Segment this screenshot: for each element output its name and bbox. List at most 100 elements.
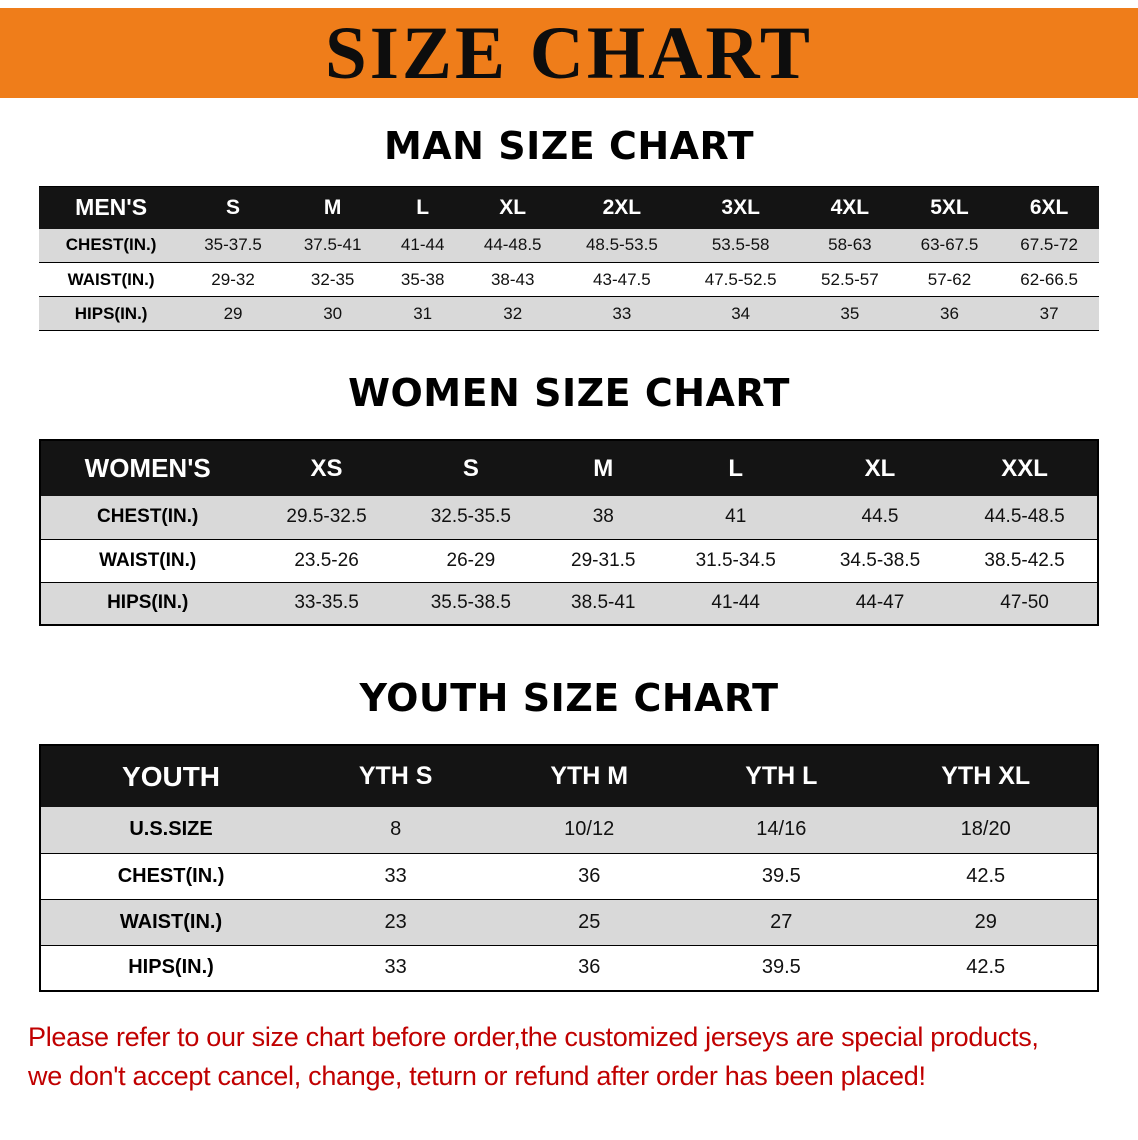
size-header-cell: S [398,440,543,496]
size-header-cell: XL [807,440,953,496]
youth-size-section: YOUTH SIZE CHART YOUTH YTH S YTH M YTH L YTH… [0,626,1138,992]
value-cell: 31 [413,303,433,323]
value-cell: 62-66.5 [1020,269,1078,289]
table-header-row: YOUTH YTH S YTH M YTH L YTH XL [40,745,1098,807]
value-cell: 41-44 [400,235,445,255]
table-header-row: WOMEN'S XS S M L XL XXL [40,440,1098,496]
value-cell: 41 [725,506,747,528]
value-cell: 38.5-41 [571,592,636,614]
disclaimer-line-2: we don't accept cancel, change, teturn o… [28,1061,926,1092]
value-cell: 8 [390,818,402,841]
youth-section-heading: YOUTH SIZE CHART [359,676,779,720]
value-cell: 36 [940,303,959,323]
row-label-cell: WAIST(IN.) [67,269,155,289]
value-cell: 38 [592,506,614,528]
value-cell: 38-43 [490,269,535,289]
size-header-cell: 3XL [681,186,801,229]
size-header-cell: S [183,186,283,229]
row-label-cell: U.S.SIZE [129,818,213,841]
value-cell: 30 [323,303,343,323]
size-header-cell: XS [254,440,399,496]
value-cell: 44.5 [861,506,899,528]
value-cell: 25 [578,910,601,933]
value-cell: 35 [840,303,860,323]
row-label-cell: WAIST(IN.) [99,549,197,571]
value-cell: 29 [223,303,243,323]
table-row: HIPS(IN.) 29 30 31 32 33 34 35 36 37 [39,296,1099,331]
value-cell: 14/16 [756,818,807,841]
size-header-cell: 4XL [800,186,900,229]
value-cell: 26-29 [446,549,496,571]
table-title-cell: YOUTH [40,745,302,807]
table-row: WAIST(IN.) 23.5-26 26-29 29-31.5 31.5-34.5 34… [40,539,1098,582]
value-cell: 35-37.5 [204,235,262,255]
value-cell: 32.5-35.5 [430,506,511,528]
youth-size-table: YOUTH YTH S YTH M YTH L YTH XL U.S.SIZE 8 10/12… [39,744,1099,992]
table-row: CHEST(IN.) 35-37.5 37.5-41 41-44 44-48.5 48.5… [39,228,1099,263]
size-chart-banner: SIZE CHART [0,8,1138,98]
value-cell: 33 [384,864,407,887]
value-cell: 44-47 [855,592,905,614]
value-cell: 35-38 [400,269,445,289]
size-header-cell: 2XL [562,186,682,229]
size-header-cell: 5XL [899,186,1000,229]
value-cell: 23.5-26 [294,549,359,571]
table-row: U.S.SIZE 8 10/12 14/16 18/20 [40,807,1098,853]
men-size-section: MAN SIZE CHART MEN'S S M L XL 2XL 3XL 4XL 5XL 6XL… [0,98,1138,331]
value-cell: 32-35 [310,269,355,289]
table-row: CHEST(IN.) 29.5-32.5 32.5-35.5 38 41 44.5 44.5… [40,496,1098,539]
page-title: SIZE CHART [325,11,813,95]
value-cell: 44.5-48.5 [984,506,1065,528]
size-header-cell: M [282,186,383,229]
table-header-row: MEN'S S M L XL 2XL 3XL 4XL 5XL 6XL [39,186,1099,229]
value-cell: 34 [731,303,751,323]
women-size-section: WOMEN SIZE CHART WOMEN'S XS S M L XL XXL CHEST(… [0,331,1138,626]
row-label-cell: HIPS(IN.) [128,956,214,979]
value-cell: 27 [770,910,793,933]
row-label-cell: HIPS(IN.) [74,303,148,323]
men-size-table: MEN'S S M L XL 2XL 3XL 4XL 5XL 6XL CHEST(IN.) 35-37… [39,186,1099,331]
value-cell: 44-48.5 [483,235,542,255]
value-cell: 33 [612,303,632,323]
row-label-cell: CHEST(IN.) [117,864,225,887]
table-row: HIPS(IN.) 33 36 39.5 42.5 [40,945,1098,991]
table-row: WAIST(IN.) 23 25 27 29 [40,899,1098,945]
value-cell: 38.5-42.5 [984,549,1065,571]
size-header-cell: YTH XL [874,745,1098,807]
size-header-cell: 6XL [999,186,1099,229]
value-cell: 39.5 [761,956,801,979]
value-cell: 31.5-34.5 [695,549,776,571]
row-label-cell: CHEST(IN.) [65,235,157,255]
size-header-cell: YTH L [688,745,875,807]
value-cell: 33-35.5 [294,592,359,614]
value-cell: 43-47.5 [593,269,651,289]
row-label-cell: WAIST(IN.) [119,910,223,933]
size-header-cell: YTH S [301,745,491,807]
table-row: HIPS(IN.) 33-35.5 35.5-38.5 38.5-41 41-44 44-… [40,582,1098,625]
value-cell: 57-62 [927,269,972,289]
value-cell: 63-67.5 [920,235,979,255]
row-label-cell: CHEST(IN.) [97,506,199,528]
value-cell: 35.5-38.5 [430,592,511,614]
size-header-cell: L [382,186,463,229]
value-cell: 36 [578,864,601,887]
value-cell: 67.5-72 [1020,235,1078,255]
value-cell: 36 [578,956,601,979]
value-cell: 39.5 [761,864,801,887]
women-size-table: WOMEN'S XS S M L XL XXL CHEST(IN.) 29.5-32.5 32.5… [39,439,1099,626]
value-cell: 52.5-57 [821,269,879,289]
value-cell: 29-32 [211,269,255,289]
value-cell: 48.5-53.5 [585,235,658,255]
value-cell: 47.5-52.5 [704,269,777,289]
value-cell: 29-31.5 [571,549,636,571]
value-cell: 37 [1039,303,1059,323]
women-section-heading: WOMEN SIZE CHART [348,371,790,415]
value-cell: 47-50 [1000,592,1049,614]
disclaimer: Please refer to our size chart before or… [0,992,1138,1096]
value-cell: 34.5-38.5 [839,549,921,571]
value-cell: 41-44 [711,592,761,614]
row-label-cell: HIPS(IN.) [107,592,189,614]
size-header-cell: M [543,440,664,496]
value-cell: 10/12 [564,818,615,841]
value-cell: 37.5-41 [303,235,362,255]
